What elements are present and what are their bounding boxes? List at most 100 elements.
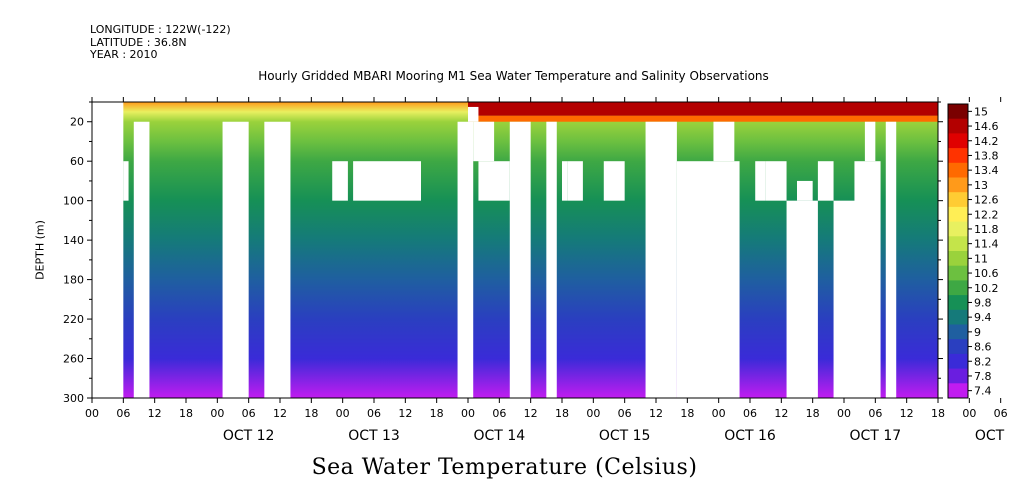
missing-data-block <box>509 121 531 398</box>
colorbar-swatch <box>948 324 968 340</box>
x-tick-label: 12 <box>148 407 162 420</box>
x-tick-label: 18 <box>680 407 694 420</box>
x-tick-label: 00 <box>962 407 976 420</box>
colorbar-label: 11 <box>974 252 988 265</box>
x-tick-label: 06 <box>994 407 1008 420</box>
x-tick-label: 00 <box>837 407 851 420</box>
colorbar-label: 10.2 <box>974 282 999 295</box>
missing-data-block <box>478 161 510 201</box>
colorbar-swatch <box>948 104 968 120</box>
x-tick-label: 00 <box>85 407 99 420</box>
missing-data-block <box>885 121 897 398</box>
missing-data-block <box>567 161 583 201</box>
x-tick-label: 06 <box>492 407 506 420</box>
x-tick-label: 18 <box>806 407 820 420</box>
colorbar-label: 12.6 <box>974 194 999 207</box>
x-tick-label: 06 <box>868 407 882 420</box>
colorbar-label: 14.6 <box>974 120 999 133</box>
colorbar-swatch <box>948 206 968 223</box>
colorbar-label: 11.8 <box>974 223 999 236</box>
year-label: YEAR : 2010 <box>90 48 158 61</box>
day-label: OCT 18 <box>975 428 1009 444</box>
colorbar-swatch <box>948 265 968 281</box>
colorbar-label: 13 <box>974 179 988 192</box>
colorbar-label: 8.2 <box>974 355 992 368</box>
x-tick-label: 00 <box>586 407 600 420</box>
y-tick-label: 140 <box>63 234 84 247</box>
colorbar-swatch <box>948 177 968 193</box>
missing-data-block <box>473 121 495 162</box>
colorbar-label: 13.8 <box>974 149 999 162</box>
colorbar-label: 7.8 <box>974 370 992 383</box>
colorbar-variable-label: Sea Water Temperature (Celsius) <box>311 455 698 480</box>
colorbar-label: 11.4 <box>974 238 999 251</box>
longitude-label: LONGITUDE : 122W(-122) <box>90 23 231 36</box>
x-tick-label: 00 <box>336 407 350 420</box>
colorbar-swatch <box>948 280 968 296</box>
missing-data-block <box>353 161 421 201</box>
y-tick-label: 20 <box>70 116 84 129</box>
y-tick-label: 180 <box>63 274 84 287</box>
colorbar-swatch <box>948 118 968 134</box>
colorbar-swatch <box>948 295 968 311</box>
colorbar-label: 9 <box>974 326 981 339</box>
x-tick-label: 18 <box>430 407 444 420</box>
day-label: OCT 12 <box>223 428 275 444</box>
missing-data-block <box>786 200 818 398</box>
missing-data-block <box>765 161 787 201</box>
day-label: OCT 17 <box>850 428 902 444</box>
colorbar-swatch <box>948 236 968 252</box>
warm-surface-band <box>468 102 938 116</box>
missing-data-block <box>603 161 625 201</box>
day-label: OCT 15 <box>599 428 651 444</box>
missing-data-block <box>222 121 249 398</box>
missing-data-block <box>797 180 813 201</box>
missing-data-block <box>468 106 479 122</box>
colorbar-label: 12.2 <box>974 208 999 221</box>
x-tick-label: 18 <box>179 407 193 420</box>
missing-data-block <box>713 121 735 162</box>
colorbar-label: 9.4 <box>974 311 992 324</box>
colorbar-label: 8.6 <box>974 341 992 354</box>
x-tick-label: 18 <box>555 407 569 420</box>
missing-data-block <box>332 161 348 201</box>
missing-data-block <box>854 161 881 398</box>
latitude-label: LATITUDE : 36.8N <box>90 35 187 49</box>
colorbar-swatch <box>948 368 968 384</box>
missing-data-block <box>817 161 834 201</box>
missing-data-block <box>676 161 740 398</box>
missing-data-block <box>562 161 568 201</box>
warm-surface-band-lower <box>468 115 938 122</box>
missing-data-block <box>755 161 766 201</box>
colorbar-swatch <box>948 162 968 178</box>
day-label: OCT 14 <box>474 428 526 444</box>
x-tick-label: 18 <box>931 407 945 420</box>
colorbar-swatch <box>948 383 968 399</box>
x-tick-label: 06 <box>367 407 381 420</box>
colorbar-label: 15 <box>974 105 988 118</box>
y-tick-label: 60 <box>70 155 84 168</box>
x-tick-label: 12 <box>900 407 914 420</box>
missing-data-block <box>546 121 557 398</box>
x-tick-label: 06 <box>242 407 256 420</box>
colorbar-swatch <box>948 221 968 237</box>
y-tick-label: 220 <box>63 313 84 326</box>
colorbar-swatch <box>948 148 968 164</box>
colorbar-swatch <box>948 309 968 325</box>
x-tick-label: 12 <box>524 407 538 420</box>
colorbar-label: 13.4 <box>974 164 999 177</box>
colorbar-swatch <box>948 353 968 370</box>
x-tick-label: 12 <box>649 407 663 420</box>
colorbar-swatch <box>948 251 968 267</box>
x-tick-label: 12 <box>774 407 788 420</box>
colorbar-swatch <box>948 339 968 355</box>
missing-data-block <box>92 102 124 398</box>
day-label: OCT 13 <box>348 428 400 444</box>
y-tick-label: 260 <box>63 353 84 366</box>
x-tick-label: 06 <box>116 407 130 420</box>
x-tick-label: 06 <box>743 407 757 420</box>
missing-data-block <box>645 121 677 398</box>
x-tick-label: 18 <box>304 407 318 420</box>
missing-data-block <box>123 161 129 201</box>
